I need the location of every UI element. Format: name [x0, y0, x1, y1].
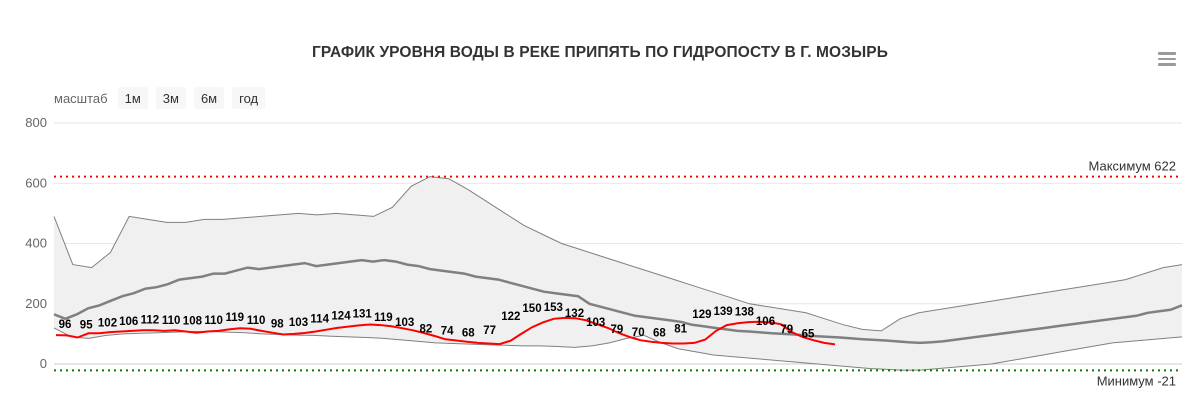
y-tick-label: 400 — [25, 236, 47, 251]
y-axis: 0 200 400 600 800 — [25, 115, 47, 371]
y-tick-label: 800 — [25, 115, 47, 130]
data-label: 131 — [353, 309, 373, 321]
data-label: 77 — [483, 325, 496, 337]
data-label: 68 — [653, 328, 666, 340]
data-label: 110 — [162, 315, 181, 327]
data-label: 79 — [780, 324, 793, 336]
y-tick-label: 600 — [25, 175, 47, 190]
data-label: 112 — [141, 314, 160, 326]
data-label: 106 — [756, 316, 775, 328]
data-label: 79 — [611, 324, 624, 336]
data-label: 153 — [544, 302, 563, 314]
data-label: 82 — [420, 323, 433, 335]
plot-lines: Максимум 622 Минимум -21 — [54, 159, 1182, 388]
data-label: 124 — [331, 311, 351, 323]
zoom-1m-button[interactable]: 1м — [117, 87, 148, 109]
zoom-3m-button[interactable]: 3м — [155, 87, 186, 109]
range-upper-line — [53, 176, 1183, 332]
data-label: 74 — [441, 326, 454, 338]
data-labels: 96 95 102 106 112 110 108 110 119 110 98 103 114 124 1… — [59, 302, 815, 341]
data-label: 139 — [714, 306, 733, 318]
data-label: 102 — [98, 317, 117, 329]
data-label: 110 — [204, 315, 223, 327]
current-line — [55, 316, 836, 346]
data-label: 119 — [226, 312, 245, 324]
minimum-label: Минимум -21 — [1097, 373, 1176, 388]
data-label: 81 — [674, 324, 687, 336]
data-label: 65 — [802, 328, 815, 340]
hamburger-menu-icon[interactable] — [1158, 52, 1176, 66]
zoom-year-button[interactable]: год — [232, 87, 266, 109]
data-label: 110 — [247, 315, 266, 327]
data-label: 108 — [183, 316, 203, 328]
data-label: 98 — [271, 319, 284, 331]
data-label: 95 — [80, 319, 93, 331]
data-label: 103 — [586, 317, 605, 329]
data-label: 132 — [565, 308, 584, 320]
data-label: 122 — [501, 311, 520, 323]
range-lower-line — [53, 327, 1183, 371]
y-tick-label: 200 — [25, 296, 47, 311]
average-line — [53, 258, 1183, 345]
data-label: 103 — [395, 317, 414, 329]
chart-title: ГРАФИК УРОВНЯ ВОДЫ В РЕКЕ ПРИПЯТЬ ПО ГИД… — [312, 44, 888, 61]
zoom-label: масштаб — [54, 90, 108, 106]
average-series — [53, 258, 1183, 345]
data-label: 68 — [462, 328, 475, 340]
data-label: 129 — [692, 309, 711, 321]
zoom-6m-button[interactable]: 6м — [193, 87, 225, 109]
current-series — [55, 316, 836, 346]
data-label: 96 — [59, 319, 72, 331]
data-label: 103 — [289, 317, 308, 329]
data-label: 70 — [632, 327, 645, 339]
data-label: 114 — [310, 314, 329, 326]
maximum-label: Максимум 622 — [1089, 159, 1176, 174]
historical-range-area — [53, 176, 1183, 371]
zoom-selector: масштаб 1м 3м 6м год — [54, 86, 273, 110]
data-label: 138 — [735, 306, 755, 318]
data-label: 119 — [374, 312, 393, 324]
range-band — [54, 176, 1182, 371]
data-label: 150 — [522, 303, 541, 315]
y-tick-label: 0 — [40, 356, 47, 371]
data-label: 106 — [119, 316, 138, 328]
